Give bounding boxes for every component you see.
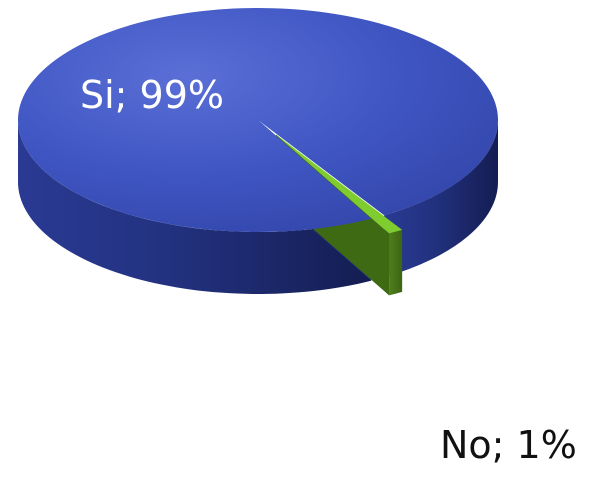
pie-slice-no-side <box>389 229 403 296</box>
pie-top-layer <box>17 8 498 234</box>
pie-slice-no <box>275 134 403 234</box>
pie-slice-si <box>17 8 498 233</box>
pie-slice-si-side <box>384 120 498 278</box>
pie-label-si: Si; 99% <box>80 73 224 117</box>
pie-label-no: No; 1% <box>440 423 577 467</box>
pie-slice-si-side <box>18 120 372 294</box>
pie-label-layer: Si; 99% No; 1% <box>80 73 577 467</box>
